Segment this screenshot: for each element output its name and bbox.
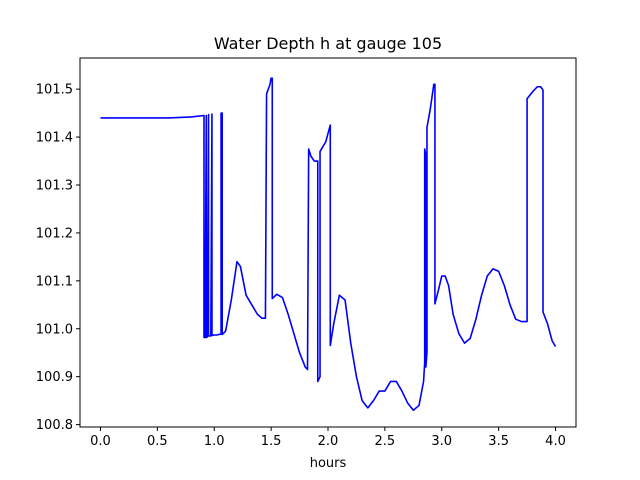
x-tick-label: 2.5 (375, 434, 396, 449)
y-tick-label: 101.4 (36, 131, 73, 146)
x-axis-ticks: 0.0 0.5 1.0 1.5 2.0 2.5 3.0 3.5 4.0 (90, 427, 566, 449)
x-tick-label: 2.0 (318, 434, 339, 449)
x-axis-label: hours (310, 456, 347, 471)
x-tick-label: 1.5 (261, 434, 282, 449)
y-tick-label: 101.2 (36, 226, 73, 241)
x-tick-label: 1.0 (204, 434, 225, 449)
y-tick-label: 101.3 (36, 178, 73, 193)
x-tick-label: 0.0 (90, 434, 111, 449)
axes-frame (79, 57, 577, 428)
x-tick-label: 4.0 (545, 434, 566, 449)
y-axis-ticks: 100.8 100.9 101.0 101.1 101.2 101.3 101.4 101.5 (36, 83, 80, 433)
x-tick-label: 0.5 (147, 434, 168, 449)
x-tick-label: 3.5 (488, 434, 509, 449)
y-tick-label: 101.5 (36, 83, 73, 98)
y-tick-label: 100.8 (36, 418, 73, 433)
series-line-0 (100, 77, 557, 412)
y-tick-label: 101.1 (36, 274, 73, 289)
x-tick-label: 3.0 (431, 434, 452, 449)
y-tick-label: 100.9 (36, 370, 73, 385)
y-tick-label: 101.0 (36, 322, 73, 337)
plot-area (100, 77, 557, 412)
chart-title: Water Depth h at gauge 105 (214, 34, 442, 53)
